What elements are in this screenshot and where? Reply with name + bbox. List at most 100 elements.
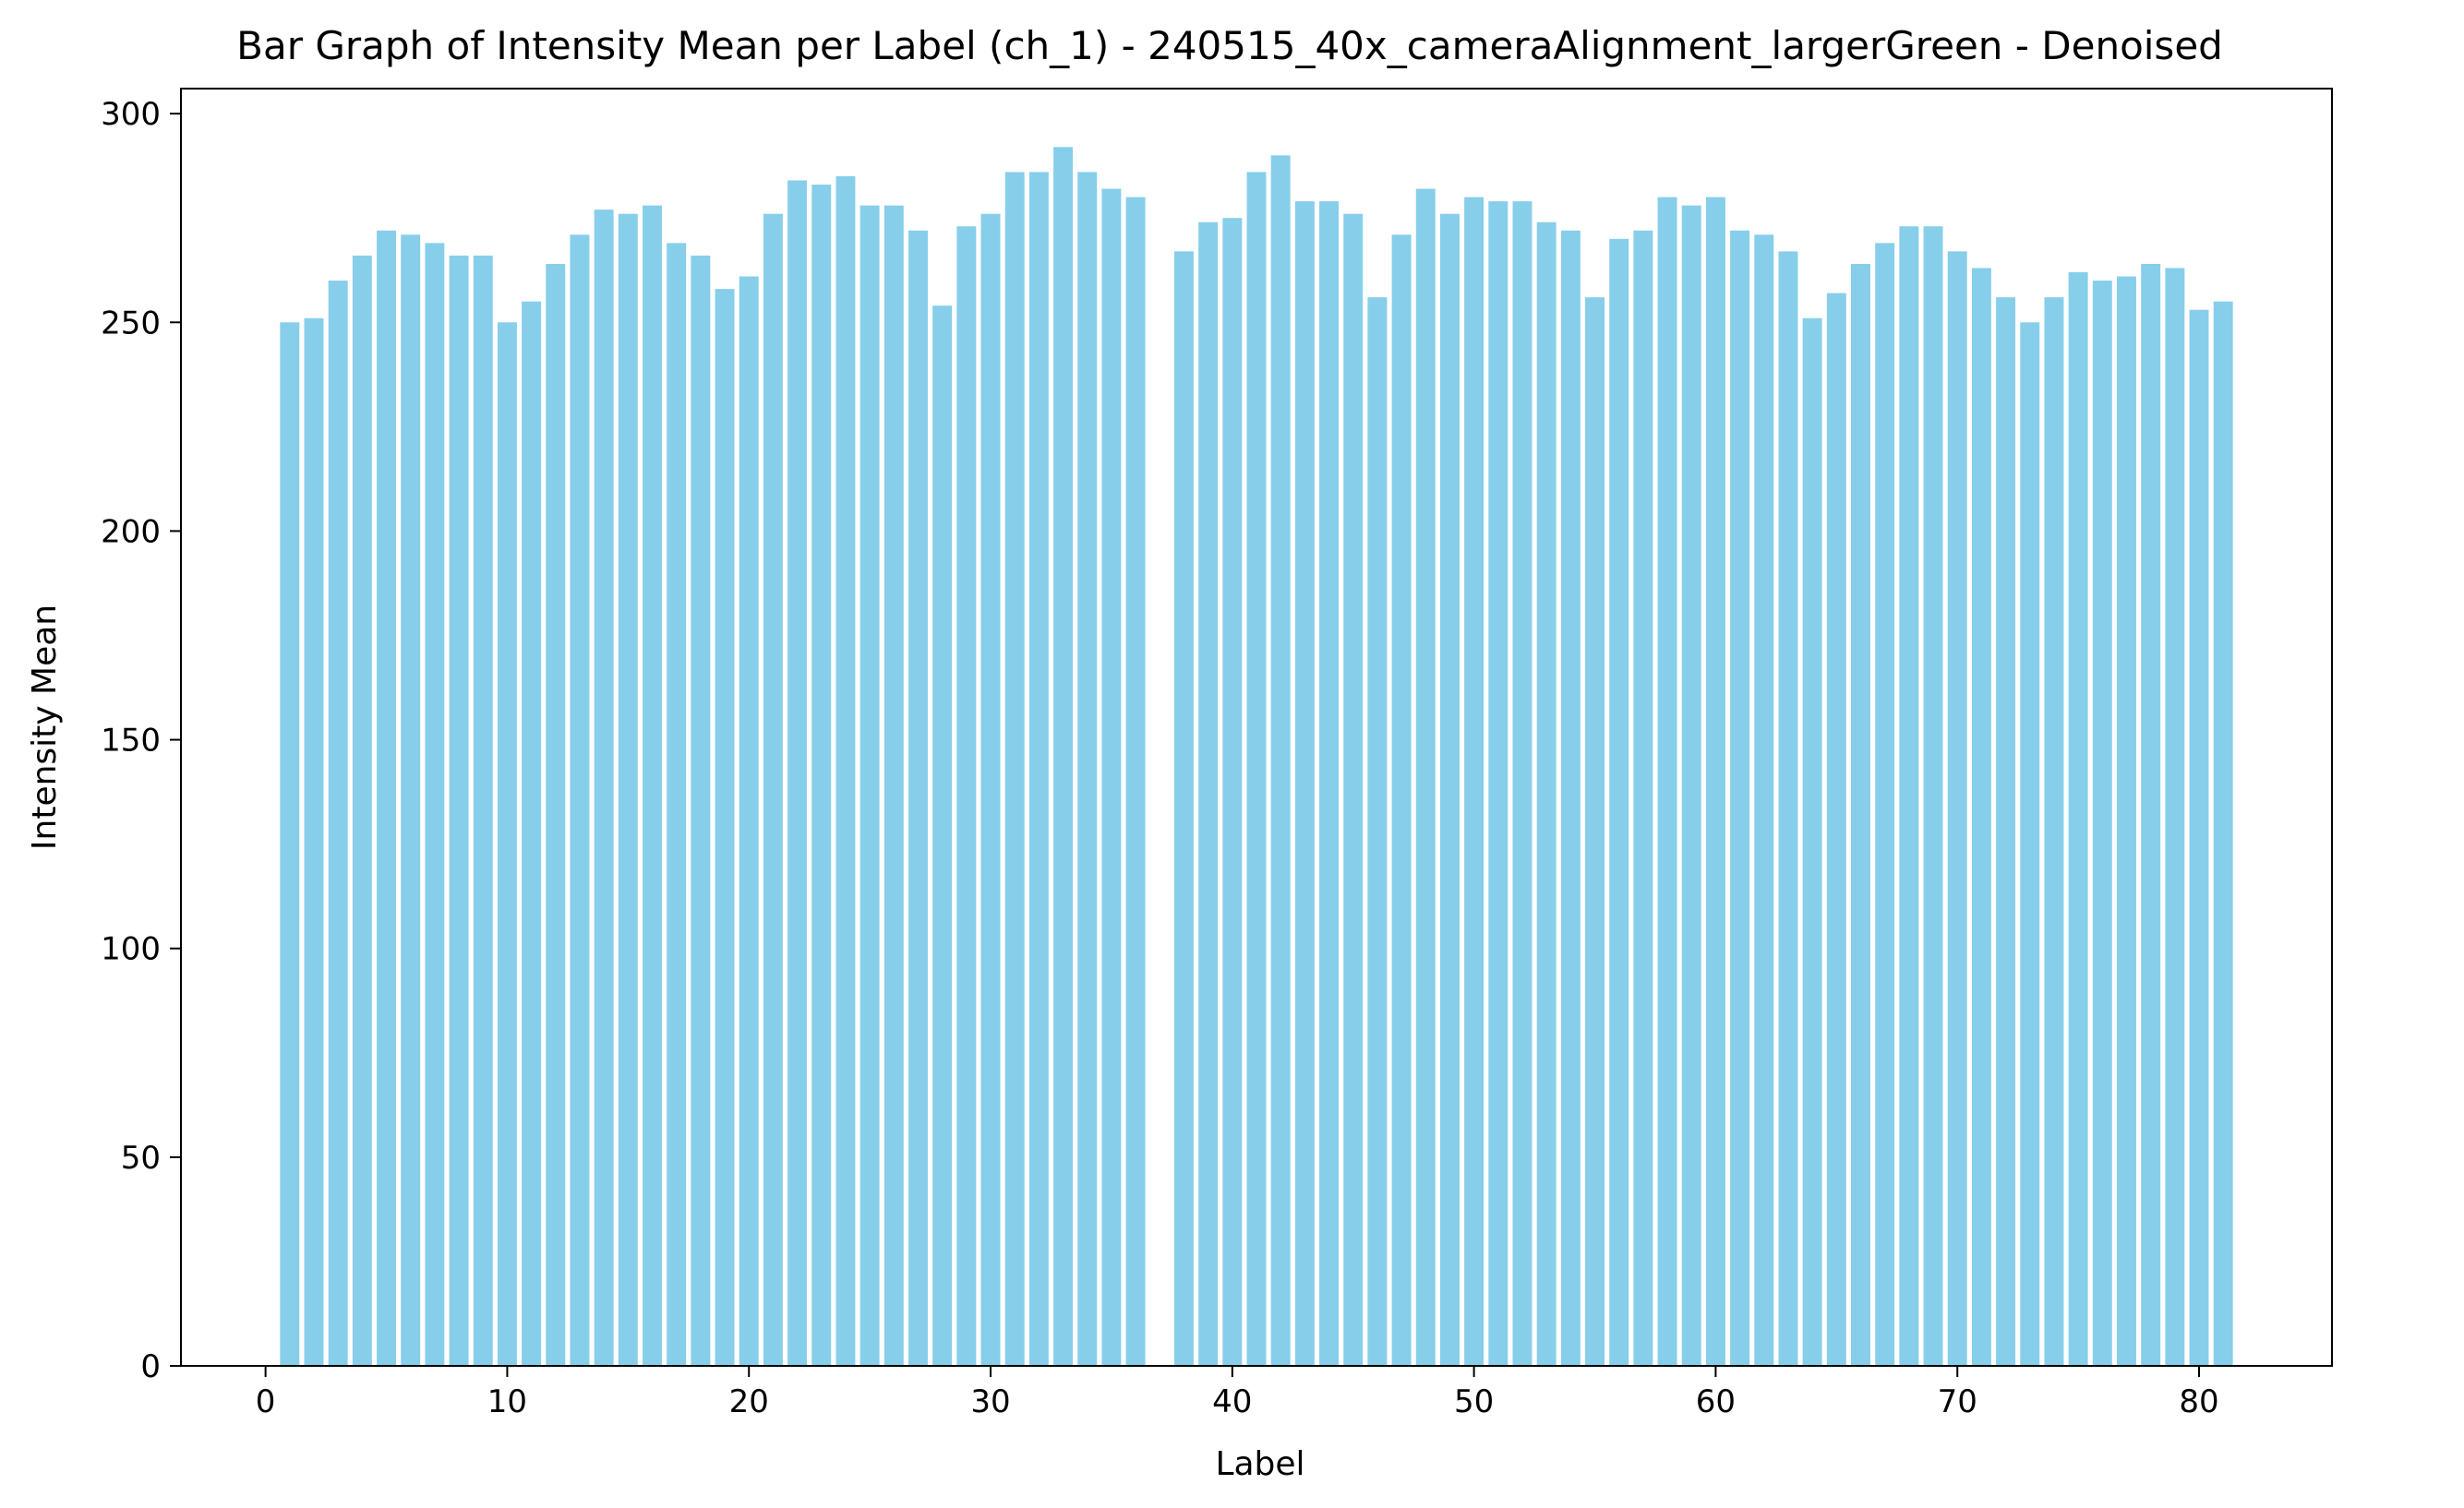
- x-axis-title: Label: [1215, 1445, 1304, 1483]
- bar-label-58: [1657, 197, 1677, 1367]
- bar-label-10: [497, 322, 517, 1366]
- bar-label-13: [570, 234, 590, 1366]
- bar-label-23: [811, 185, 832, 1366]
- bar-label-59: [1681, 205, 1701, 1366]
- bar-label-48: [1415, 188, 1436, 1366]
- bar-label-50: [1464, 197, 1484, 1367]
- bar-label-79: [2165, 268, 2185, 1367]
- bar-label-41: [1246, 172, 1267, 1367]
- bar-label-16: [643, 205, 662, 1366]
- bar-label-53: [1536, 221, 1557, 1367]
- bar-label-26: [883, 205, 904, 1366]
- bar-label-74: [2044, 297, 2064, 1366]
- bar-label-60: [1705, 197, 1725, 1367]
- bar-label-22: [787, 180, 808, 1366]
- x-tick-label: 0: [256, 1383, 276, 1420]
- bar-label-70: [1947, 251, 1967, 1366]
- bar-label-3: [328, 281, 348, 1366]
- bar-label-30: [980, 213, 1001, 1367]
- x-tick-label: 20: [729, 1383, 769, 1420]
- bar-label-20: [739, 276, 759, 1366]
- bar-label-68: [1899, 226, 1919, 1366]
- x-tick-label: 80: [2179, 1383, 2218, 1420]
- bar-label-42: [1270, 155, 1291, 1366]
- y-tick-label: 250: [101, 305, 161, 341]
- bar-label-12: [546, 263, 566, 1367]
- bar-label-49: [1439, 213, 1460, 1367]
- x-tick-label: 40: [1212, 1383, 1252, 1420]
- y-axis-title: Intensity Mean: [26, 604, 64, 850]
- bar-label-8: [449, 255, 469, 1366]
- bar-label-4: [352, 255, 372, 1366]
- y-tick-label: 150: [101, 723, 161, 760]
- bar-label-17: [667, 243, 687, 1367]
- bar-label-28: [932, 305, 953, 1367]
- bar-label-55: [1585, 297, 1605, 1366]
- bar-label-14: [594, 209, 614, 1366]
- bar-label-54: [1560, 230, 1581, 1366]
- bar-label-57: [1633, 230, 1653, 1366]
- bar-label-56: [1609, 238, 1629, 1366]
- bar-label-43: [1294, 201, 1315, 1366]
- bar-label-69: [1923, 226, 1943, 1366]
- y-tick-label: 50: [121, 1140, 161, 1177]
- y-tick-label: 200: [101, 513, 161, 550]
- bar-label-33: [1053, 147, 1074, 1366]
- bar-label-39: [1198, 221, 1219, 1367]
- bar-label-36: [1125, 197, 1146, 1367]
- bar-label-32: [1028, 172, 1049, 1367]
- bar-label-29: [956, 226, 977, 1366]
- bar-label-77: [2117, 276, 2136, 1366]
- bar-label-46: [1367, 297, 1388, 1366]
- plot-frame: [180, 88, 2333, 1367]
- bar-label-44: [1319, 201, 1340, 1366]
- y-axis: 0 50 100 150 200 250 300: [101, 96, 181, 1385]
- bar-label-19: [715, 289, 735, 1367]
- bar-label-35: [1101, 188, 1122, 1366]
- x-tick-label: 10: [487, 1383, 527, 1420]
- bar-label-24: [835, 175, 856, 1367]
- x-tick-label: 60: [1696, 1383, 1736, 1420]
- bar-label-11: [522, 301, 542, 1366]
- y-tick-label: 0: [140, 1348, 161, 1385]
- bar-label-67: [1875, 243, 1895, 1367]
- bar-label-18: [691, 255, 711, 1366]
- bar-label-72: [1996, 297, 2016, 1366]
- bar-label-76: [2092, 281, 2112, 1366]
- x-tick-label: 50: [1454, 1383, 1494, 1420]
- bar-label-6: [401, 234, 421, 1366]
- bar-label-7: [425, 243, 445, 1367]
- x-axis: 0 10 20 30 40 50 60 70 80: [256, 1366, 2219, 1420]
- bar-label-38: [1173, 251, 1194, 1366]
- bar-label-47: [1391, 234, 1412, 1366]
- bar-label-15: [618, 213, 638, 1367]
- bar-label-45: [1343, 213, 1364, 1367]
- bar-label-75: [2068, 272, 2088, 1366]
- bar-label-9: [473, 255, 493, 1366]
- x-tick-label: 30: [970, 1383, 1010, 1420]
- bar-label-78: [2141, 263, 2161, 1367]
- bar-label-63: [1778, 251, 1798, 1366]
- bars-layer: [280, 147, 2233, 1367]
- bar-label-73: [2020, 322, 2040, 1366]
- y-tick-label: 100: [101, 931, 161, 968]
- bar-label-51: [1488, 201, 1508, 1366]
- bar-label-2: [304, 317, 324, 1366]
- y-tick-label: 300: [101, 96, 161, 133]
- bar-label-61: [1730, 230, 1750, 1366]
- bar-label-5: [377, 230, 396, 1366]
- bar-label-25: [859, 205, 880, 1366]
- bar-label-34: [1077, 172, 1098, 1367]
- bar-label-71: [1971, 268, 1991, 1367]
- bar-label-62: [1754, 234, 1774, 1366]
- bar-label-66: [1851, 263, 1870, 1367]
- chart-title: Bar Graph of Intensity Mean per Label (c…: [236, 23, 2223, 68]
- x-tick-label: 70: [1938, 1383, 1977, 1420]
- bar-label-27: [908, 230, 928, 1366]
- bar-label-65: [1826, 293, 1846, 1366]
- bar-label-1: [280, 322, 300, 1366]
- bar-label-80: [2189, 309, 2209, 1367]
- bar-label-64: [1802, 317, 1822, 1366]
